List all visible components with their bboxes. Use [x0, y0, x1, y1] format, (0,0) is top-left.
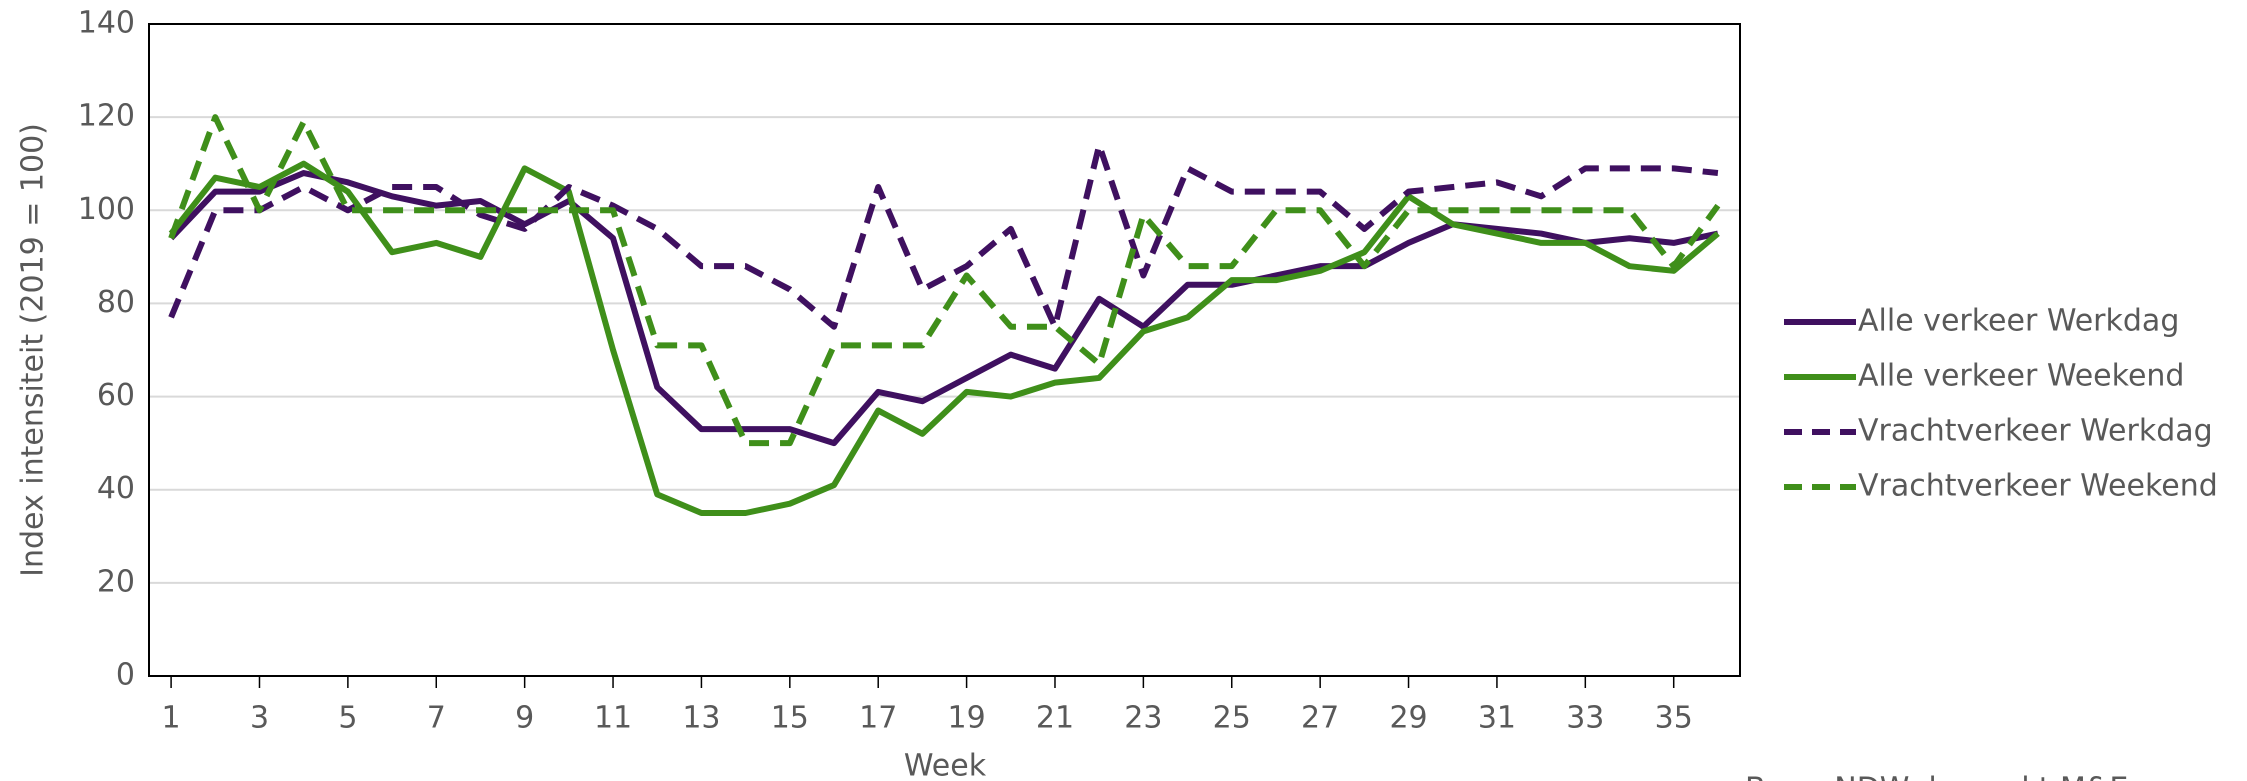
y-tick-label: 140: [78, 6, 135, 41]
source-note: Bron: NDW, bewerkt M&E: [1745, 772, 2128, 781]
x-tick-label: 33: [1566, 701, 1604, 736]
legend-label: Vrachtverkeer Werkdag: [1858, 414, 2213, 449]
y-tick-label: 100: [78, 192, 135, 227]
series-line: [168, 160, 1720, 516]
x-tick-label: 35: [1655, 701, 1693, 736]
series-line: [168, 142, 1719, 330]
y-tick-label: 80: [97, 285, 135, 320]
x-tick-label: 5: [338, 701, 357, 736]
x-tick-label: 25: [1213, 701, 1251, 736]
x-tick-label: 9: [515, 701, 534, 736]
x-tick-label: 31: [1478, 701, 1516, 736]
legend-label: Alle verkeer Weekend: [1858, 359, 2184, 394]
y-tick-label: 120: [78, 99, 135, 134]
plot-frame: [148, 23, 1741, 677]
x-tick-label: 15: [771, 701, 809, 736]
y-tick-label: 0: [116, 658, 135, 693]
x-tick-label: 23: [1124, 701, 1162, 736]
x-tick-label: 1: [162, 701, 181, 736]
x-tick-label: 29: [1389, 701, 1427, 736]
x-tick-label: 19: [948, 701, 986, 736]
x-axis-title: Week: [904, 749, 987, 781]
x-tick-label: 3: [250, 701, 269, 736]
x-tick-label: 17: [859, 701, 897, 736]
x-tick-label: 11: [594, 701, 632, 736]
y-tick-label: 60: [97, 378, 135, 413]
x-tick-label: 7: [427, 701, 446, 736]
series-line: [168, 114, 1721, 447]
y-tick-label: 40: [97, 471, 135, 506]
x-tick-label: 13: [682, 701, 720, 736]
y-axis-title: Index intensiteit (2019 = 100): [16, 123, 51, 577]
legend-label: Alle verkeer Werkdag: [1858, 304, 2179, 339]
x-tick-label: 21: [1036, 701, 1074, 736]
x-tick-label: 27: [1301, 701, 1339, 736]
y-tick-label: 20: [97, 564, 135, 599]
legend-label: Vrachtverkeer Weekend: [1858, 469, 2218, 504]
